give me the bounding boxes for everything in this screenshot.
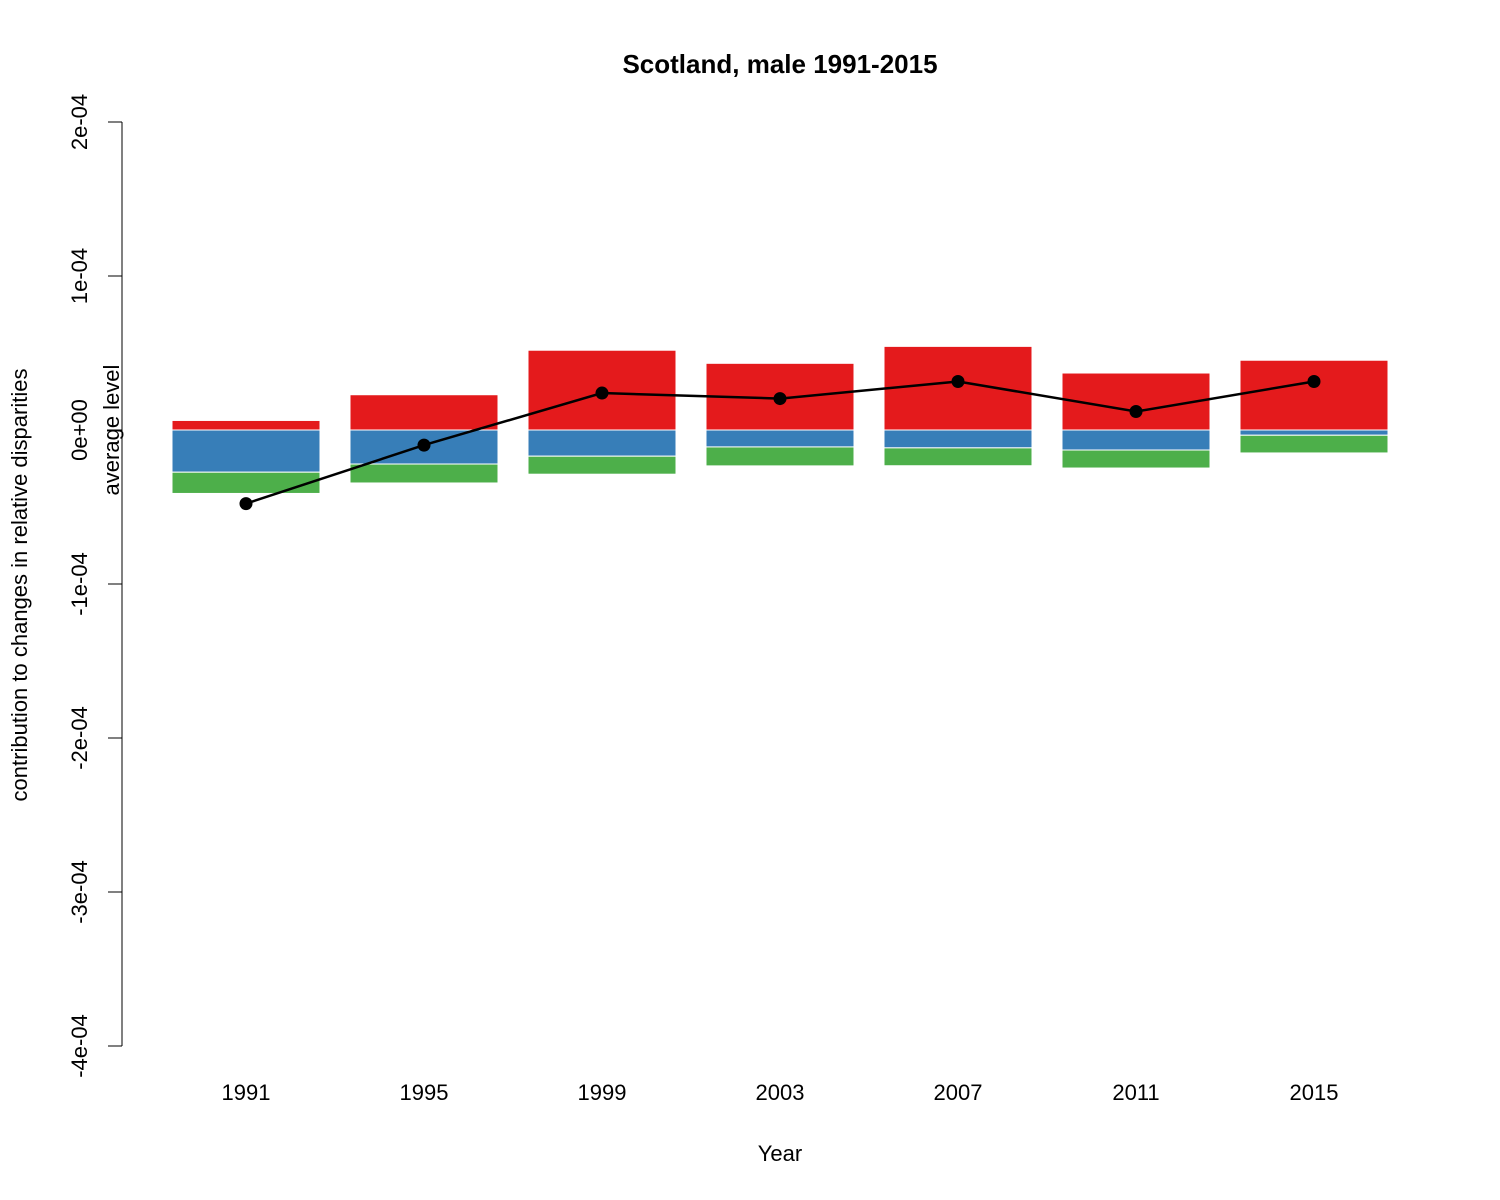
x-tick-label: 1995 bbox=[400, 1080, 449, 1105]
x-tick-label: 2007 bbox=[934, 1080, 983, 1105]
y-tick-label: -2e-04 bbox=[67, 706, 92, 770]
bar-2015-segment-1 bbox=[1239, 359, 1389, 431]
bar-2011-segment-1 bbox=[1061, 372, 1211, 431]
bar-2011-segment-2 bbox=[1061, 429, 1211, 451]
chart-title: Scotland, male 1991-2015 bbox=[622, 49, 937, 79]
line-point-1991 bbox=[239, 497, 253, 511]
bar-1991-segment-3 bbox=[171, 471, 321, 494]
line-point-2011 bbox=[1129, 405, 1143, 419]
y-tick-label: 0e+00 bbox=[67, 399, 92, 461]
y-tick-label: 1e-04 bbox=[67, 248, 92, 304]
bar-2003-segment-3 bbox=[705, 446, 855, 467]
bar-1999-segment-3 bbox=[527, 455, 677, 475]
bar-2007-segment-3 bbox=[883, 447, 1033, 467]
line-point-2007 bbox=[951, 374, 965, 388]
line-point-1999 bbox=[595, 386, 609, 400]
line-point-2015 bbox=[1307, 374, 1321, 388]
bar-2007-segment-1 bbox=[883, 345, 1033, 431]
y-tick-label: -4e-04 bbox=[67, 1014, 92, 1078]
x-tick-label: 2015 bbox=[1290, 1080, 1339, 1105]
x-tick-label: 1991 bbox=[222, 1080, 271, 1105]
y-tick-label: 2e-04 bbox=[67, 94, 92, 150]
x-axis-labels: 1991 1995 1999 2003 2007 2011 2015 bbox=[222, 1080, 1339, 1105]
x-tick-label: 2011 bbox=[1112, 1080, 1159, 1105]
average-level-annotation: average level bbox=[99, 365, 124, 496]
bar-2011-segment-3 bbox=[1061, 449, 1211, 469]
line-point-2003 bbox=[773, 392, 787, 406]
bar-2015-segment-3 bbox=[1239, 434, 1389, 454]
bars bbox=[171, 345, 1389, 494]
bar-1991-segment-1 bbox=[171, 419, 321, 431]
x-tick-label: 1999 bbox=[578, 1080, 627, 1105]
line-point-1995 bbox=[417, 438, 431, 452]
y-tick-label: -3e-04 bbox=[67, 860, 92, 924]
bar-1995-segment-1 bbox=[349, 394, 499, 431]
bar-1991-segment-2 bbox=[171, 429, 321, 473]
bar-2003-segment-2 bbox=[705, 429, 855, 448]
bar-2015-segment-2 bbox=[1239, 429, 1389, 436]
y-axis-label: contribution to changes in relative disp… bbox=[7, 369, 32, 802]
bar-1995-segment-3 bbox=[349, 463, 499, 484]
bar-2007-segment-2 bbox=[883, 429, 1033, 449]
x-tick-label: 2003 bbox=[756, 1080, 805, 1105]
average-level-line bbox=[239, 374, 1321, 511]
x-axis-label: Year bbox=[758, 1141, 802, 1166]
bar-1999-segment-2 bbox=[527, 429, 677, 457]
y-axis: -4e-04 -3e-04 -2e-04 -1e-04 0e+00 1e-04 2e-04 bbox=[67, 94, 123, 1078]
y-tick-label: -1e-04 bbox=[67, 552, 92, 616]
